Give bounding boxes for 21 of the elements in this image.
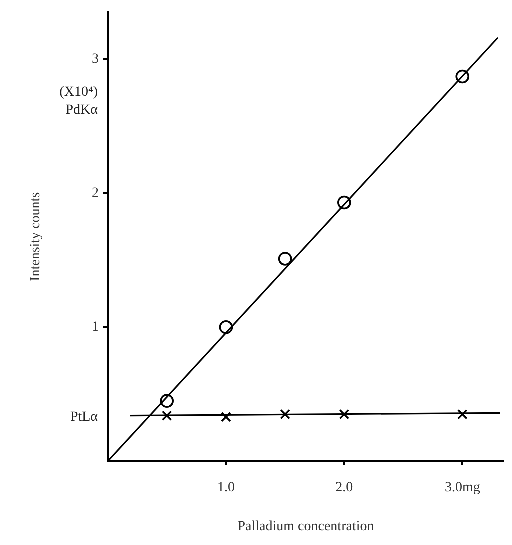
text: PdKα — [66, 102, 99, 118]
point — [280, 409, 290, 420]
point — [456, 70, 470, 84]
point — [219, 320, 234, 334]
x-tick-label: 2.0 — [336, 480, 354, 496]
point — [457, 409, 468, 420]
point — [278, 252, 292, 266]
y-tick-label: 2 — [92, 186, 99, 202]
point — [162, 410, 172, 421]
point — [221, 412, 232, 422]
point — [339, 409, 350, 420]
y-tick-label: 1 — [92, 320, 99, 336]
y-tick-label: 3 — [92, 52, 99, 67]
text: (X10⁴) — [60, 84, 98, 100]
x-tick-label: 3.0mg — [444, 480, 480, 496]
x-axis-title: Palladium concentration — [238, 519, 374, 534]
point — [160, 394, 174, 408]
point — [338, 196, 352, 210]
text: PtLα — [70, 410, 99, 426]
y-axis-title: Intensity counts — [28, 192, 44, 282]
x-tick-label: 1.0 — [217, 480, 235, 496]
